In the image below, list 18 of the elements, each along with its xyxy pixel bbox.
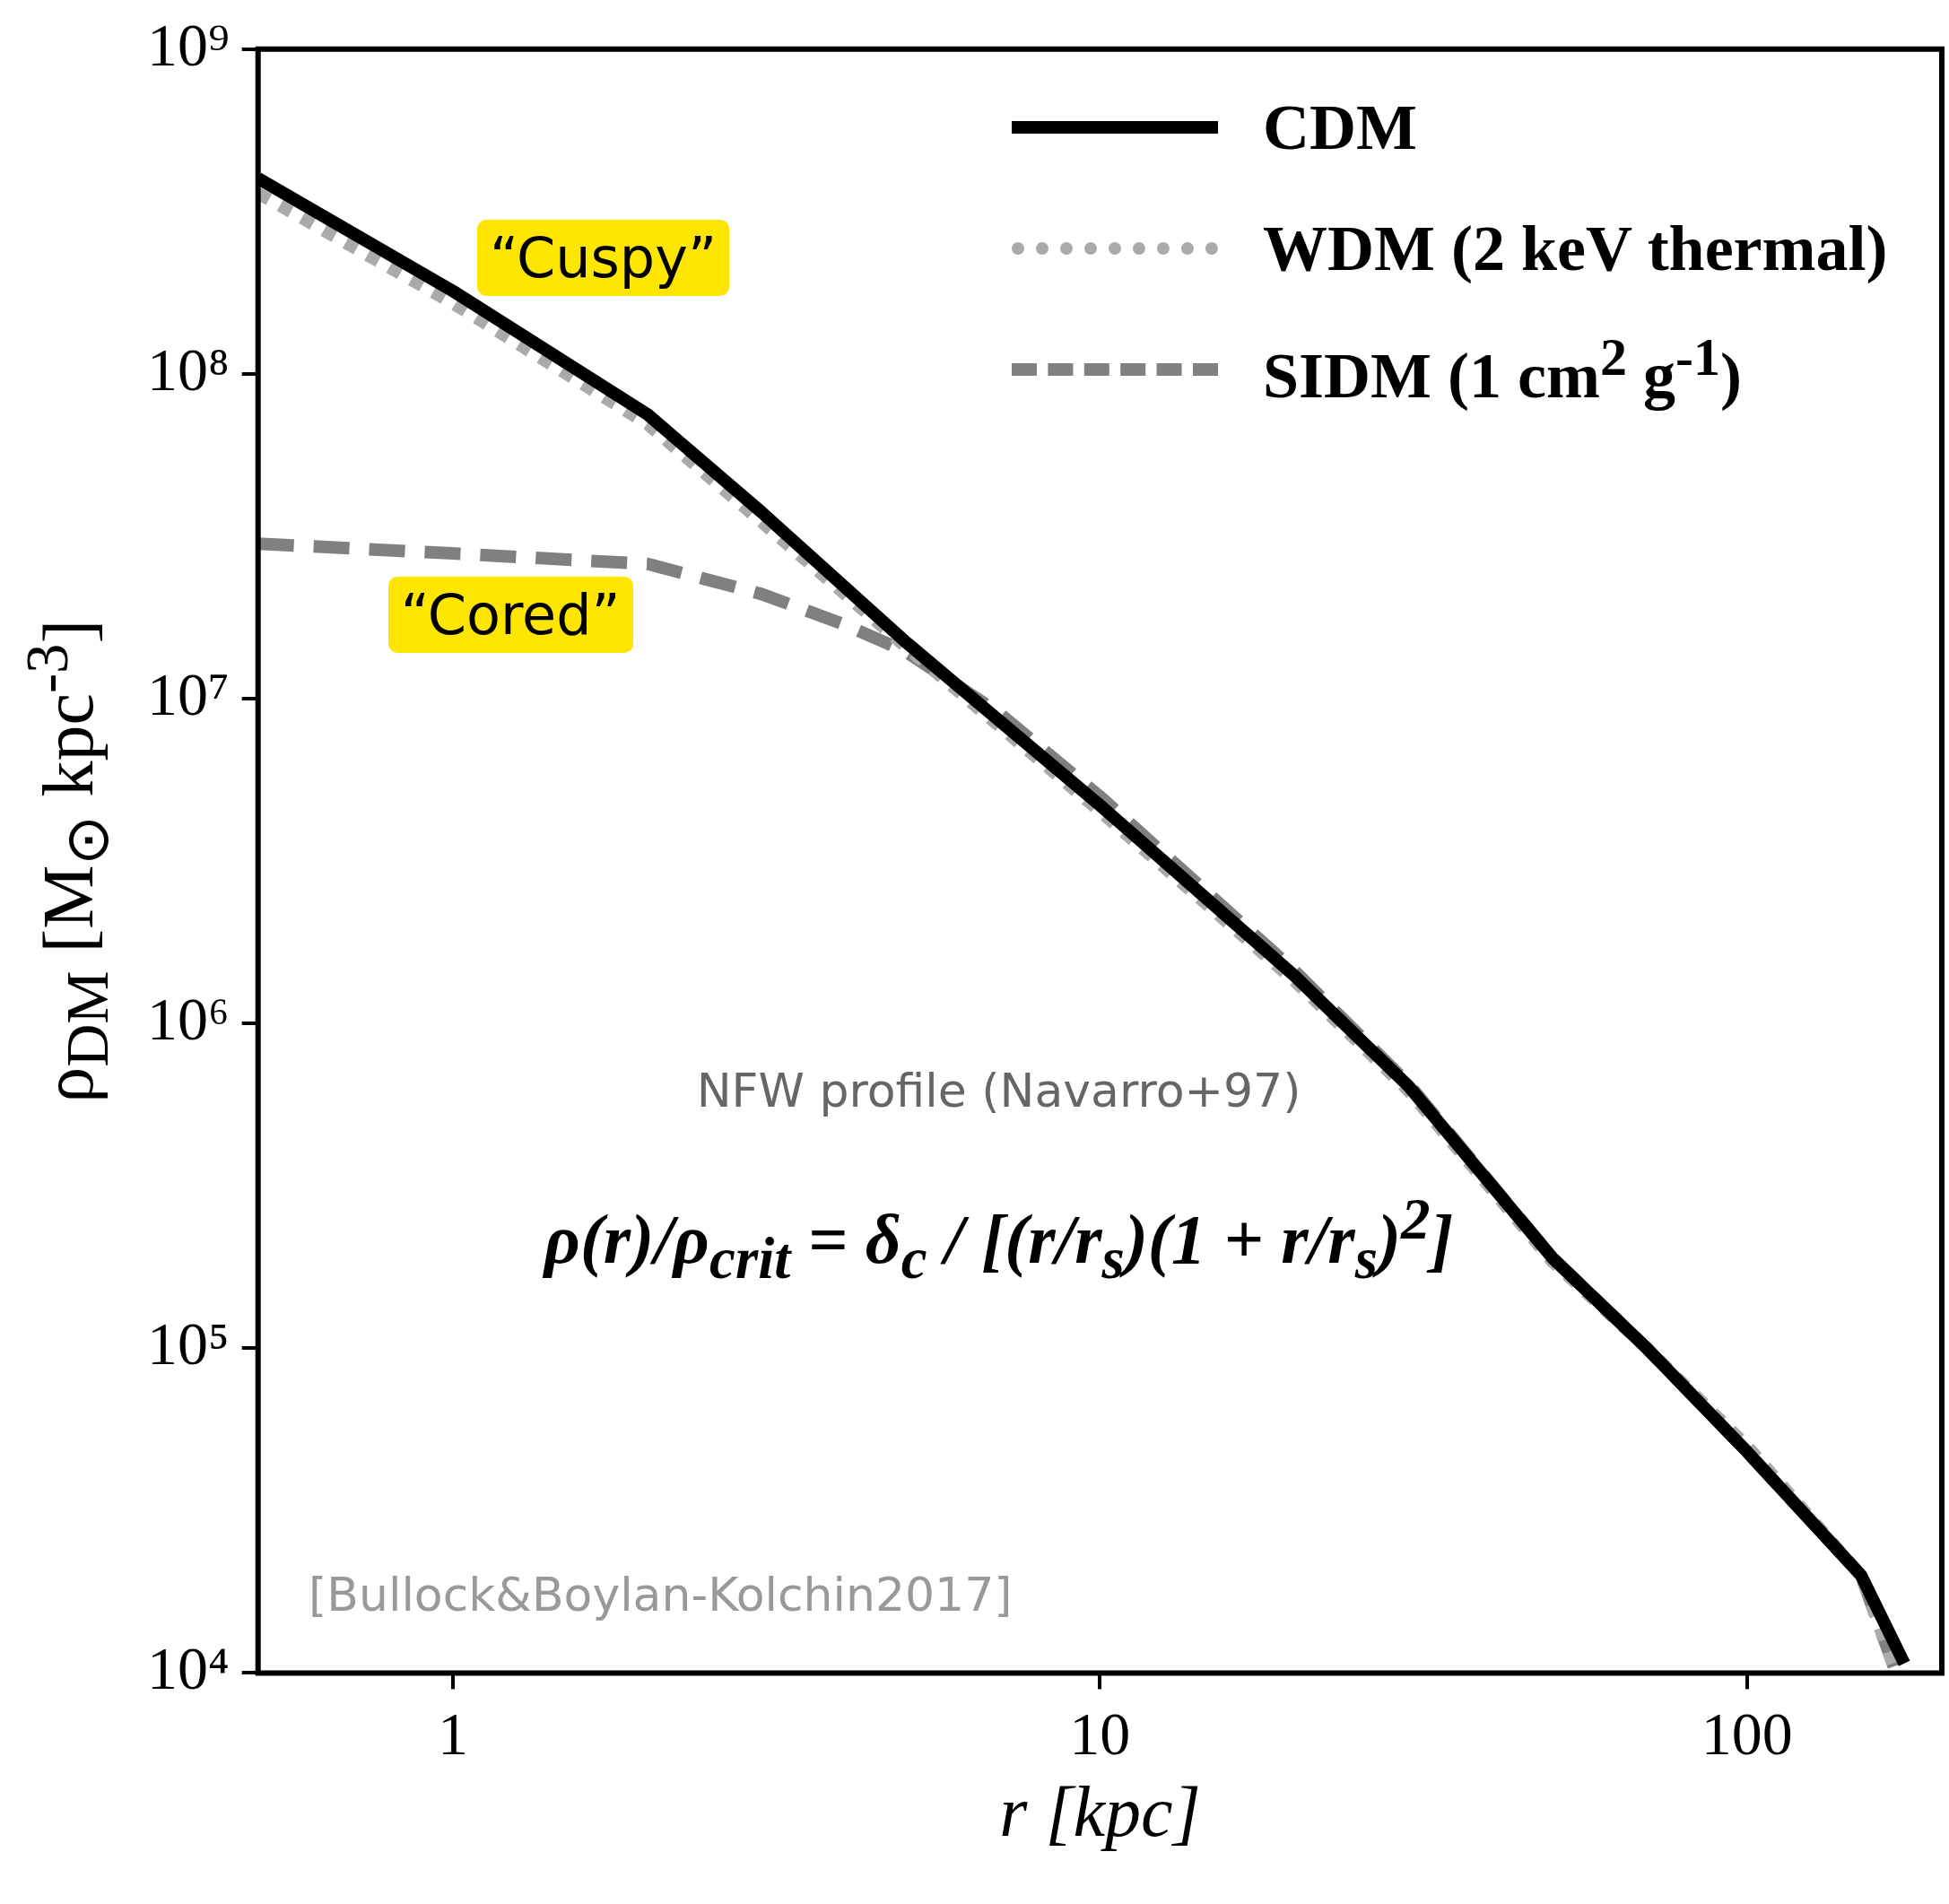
y-tick-label: 10⁵ (146, 1309, 230, 1378)
y-tick-label: 10⁶ (146, 985, 230, 1054)
legend-label: WDM (2 keV thermal) (1263, 211, 1888, 286)
annotation: NFW profile (Navarro+97) (696, 1064, 1301, 1118)
x-tick-label: 10 (1069, 1700, 1131, 1769)
y-tick-label: 10⁷ (146, 659, 230, 728)
x-axis-title: r [kpc] (999, 1771, 1201, 1854)
text: ρ(r)/ρ$_{crit}$ = δ$_{c}$ / [(r/r$_{s}$)(1 + r/r$_{s}$)$^{2}$] (544, 1187, 1454, 1291)
x-tick-label: 100 (1701, 1700, 1793, 1769)
x-tick-label: 1 (437, 1700, 468, 1769)
annotation: [Bullock&Boylan-Kolchin2017] (309, 1567, 1013, 1621)
y-tick-label: 10⁴ (146, 1634, 230, 1703)
y-tick-label: 10⁹ (146, 10, 230, 79)
y-tick-label: 10⁸ (146, 335, 230, 404)
legend-label: SIDM (1 cm$^{2}$ g$^{-1}$) (1263, 326, 1742, 413)
annotation: “Cored” (387, 577, 633, 654)
annotation: “Cuspy” (477, 219, 730, 296)
legend-label: CDM (1263, 90, 1417, 165)
